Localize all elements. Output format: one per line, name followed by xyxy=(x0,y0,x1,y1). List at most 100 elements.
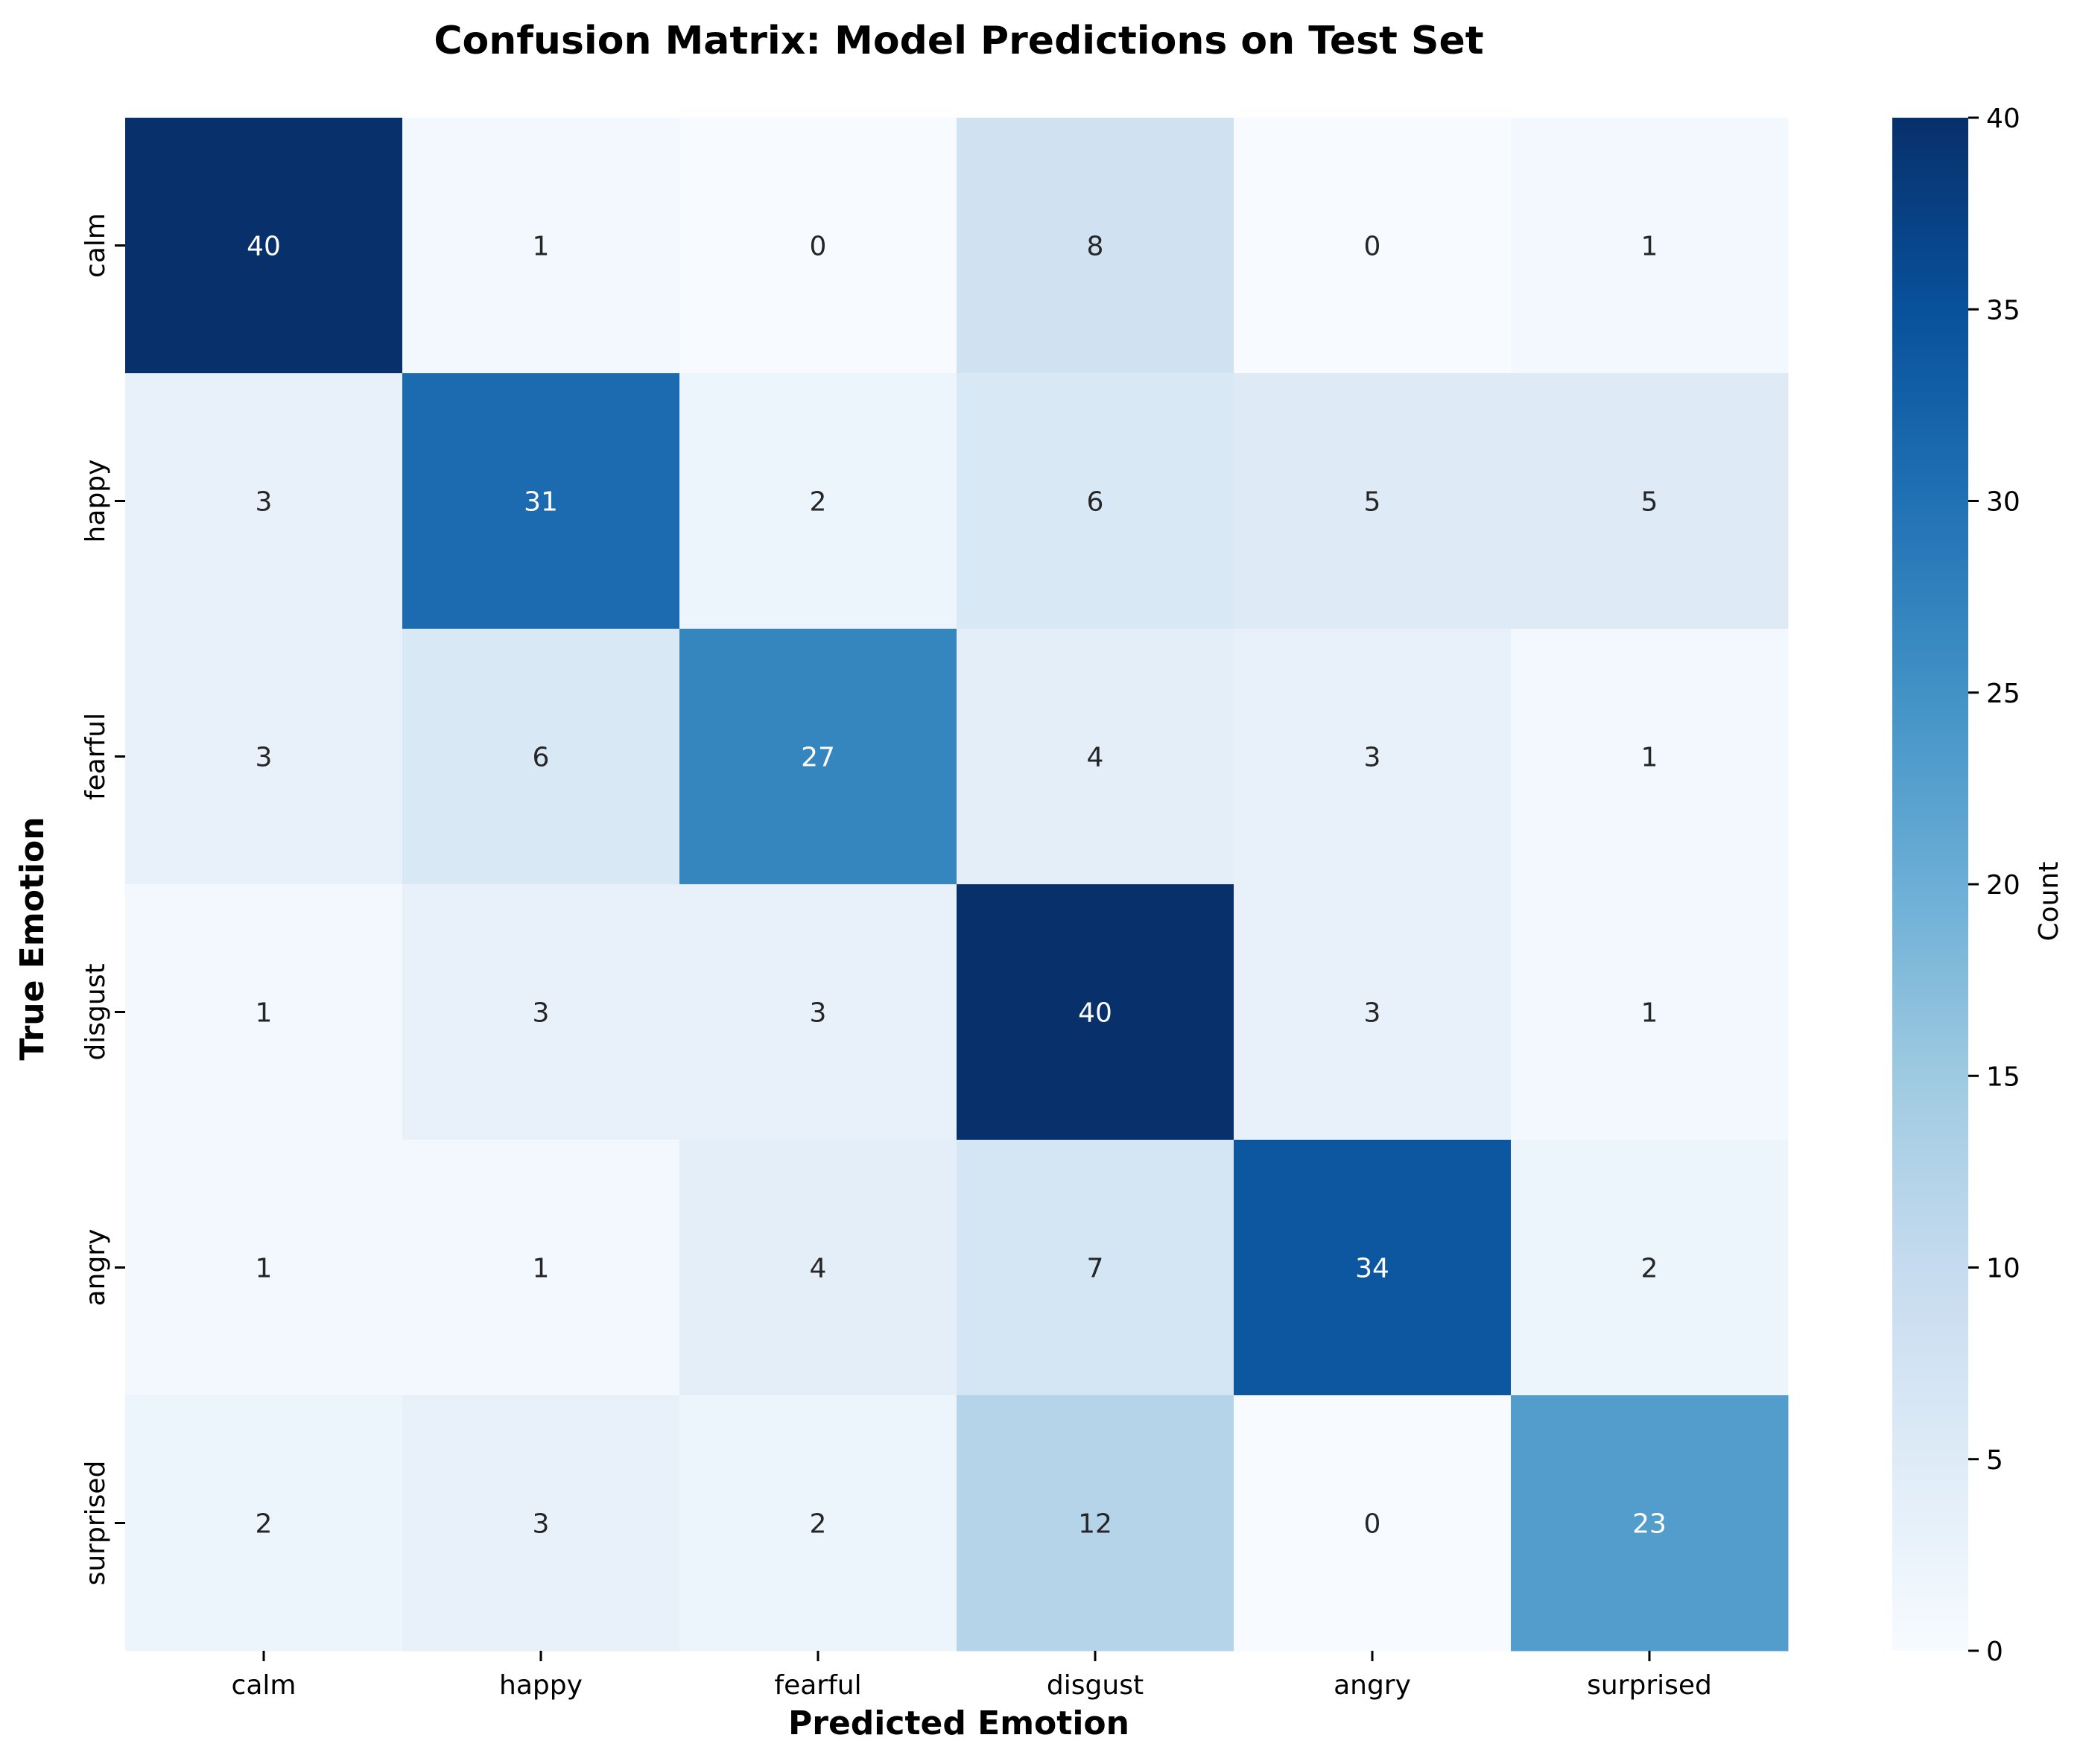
cell-value-label: 6 xyxy=(533,743,550,773)
cell-value-label: 3 xyxy=(256,487,273,518)
heatmap-cell xyxy=(1511,118,1789,374)
colorbar-label: Count xyxy=(2034,862,2064,942)
cell-value-label: 1 xyxy=(533,1254,550,1284)
cell-value-label: 7 xyxy=(1087,1254,1104,1284)
x-tick-label: happy xyxy=(499,1670,583,1701)
x-tick-label: surprised xyxy=(1587,1670,1712,1701)
x-tick-label: fearful xyxy=(774,1670,861,1701)
colorbar-tick-label: 15 xyxy=(1986,1062,2020,1092)
cell-value-label: 3 xyxy=(1364,998,1381,1029)
cell-value-label: 3 xyxy=(810,998,827,1029)
colorbar-tick-label: 0 xyxy=(1986,1637,2003,1667)
cell-value-label: 40 xyxy=(247,232,281,262)
colorbar-tick-label: 35 xyxy=(1986,295,2020,326)
heatmap-cell xyxy=(679,1140,957,1396)
heatmap-cell xyxy=(125,629,403,885)
heatmap-cell xyxy=(402,373,680,629)
y-tick-label: happy xyxy=(80,460,111,543)
cell-value-label: 0 xyxy=(1364,1509,1381,1540)
cell-value-label: 1 xyxy=(256,1254,273,1284)
colorbar-tick-label: 25 xyxy=(1986,679,2020,709)
colorbar-tick-label: 30 xyxy=(1986,487,2020,518)
x-axis-label: Predicted Emotion xyxy=(788,1704,1129,1742)
cell-value-label: 0 xyxy=(1364,232,1381,262)
heatmap-cell xyxy=(1511,373,1789,629)
heatmap-cell xyxy=(1234,1140,1512,1396)
cell-value-label: 3 xyxy=(1364,743,1381,773)
heatmap-cell xyxy=(1511,629,1789,885)
heatmap-cell xyxy=(679,373,957,629)
heatmap-cell xyxy=(402,1395,680,1652)
heatmap-cell xyxy=(1234,373,1512,629)
heatmap-cell xyxy=(125,884,403,1140)
x-axis-ticks: calm happy fearful disgust angry surprised xyxy=(232,1651,1712,1701)
heatmap-cell xyxy=(402,1140,680,1396)
cell-value-label: 31 xyxy=(524,487,558,518)
cell-value-label: 3 xyxy=(533,998,550,1029)
y-tick-label: fearful xyxy=(80,713,111,800)
cell-value-label: 2 xyxy=(256,1509,273,1540)
cell-value-label: 40 xyxy=(1078,998,1112,1029)
heatmap-cell xyxy=(957,1140,1234,1396)
heatmap-cell xyxy=(125,1395,403,1652)
cell-value-label: 2 xyxy=(810,487,827,518)
heatmap-grid: 40 1 0 8 0 13 31 2 6 5 53 6 27 4 3 11 3 3 40 3 11 1 4 7 34 22 3 2 12… xyxy=(125,118,1789,1652)
cell-value-label: 12 xyxy=(1078,1509,1112,1540)
heatmap-cell xyxy=(679,118,957,374)
heatmap-cell xyxy=(957,884,1234,1140)
heatmap-cell xyxy=(679,1395,957,1652)
cell-value-label: 23 xyxy=(1632,1509,1667,1540)
x-tick-label: calm xyxy=(232,1670,297,1701)
cell-value-label: 5 xyxy=(1641,487,1658,518)
heatmap-cell xyxy=(957,118,1234,374)
cell-value-label: 1 xyxy=(1641,998,1658,1029)
cell-value-label: 6 xyxy=(1087,487,1104,518)
x-tick-label: disgust xyxy=(1047,1670,1144,1701)
cell-value-label: 1 xyxy=(256,998,273,1029)
cell-value-label: 8 xyxy=(1087,232,1104,262)
x-tick-label: angry xyxy=(1334,1670,1411,1701)
heatmap-cell xyxy=(402,884,680,1140)
heatmap-cell xyxy=(402,629,680,885)
heatmap-cell xyxy=(1234,1395,1512,1652)
heatmap-cell xyxy=(679,629,957,885)
cell-value-label: 0 xyxy=(810,232,827,262)
heatmap-cell xyxy=(1234,629,1512,885)
colorbar-tick-label: 10 xyxy=(1986,1254,2020,1284)
cell-value-label: 1 xyxy=(1641,232,1658,262)
heatmap-cell xyxy=(125,373,403,629)
colorbar-tick-label: 40 xyxy=(1986,104,2020,134)
cell-value-label: 3 xyxy=(256,743,273,773)
cell-value-label: 1 xyxy=(533,232,550,262)
y-tick-label: angry xyxy=(80,1229,111,1307)
colorbar-tick-label: 20 xyxy=(1986,870,2020,901)
heatmap-cell xyxy=(125,118,403,374)
heatmap-cell xyxy=(1511,1140,1789,1396)
heatmap-cell xyxy=(1511,884,1789,1140)
y-tick-label: calm xyxy=(80,213,111,278)
cell-value-label: 34 xyxy=(1355,1254,1389,1284)
colorbar-gradient xyxy=(1892,118,1968,1651)
heatmap-cell xyxy=(402,118,680,374)
chart-title: Confusion Matrix: Model Predictions on T… xyxy=(434,19,1483,63)
y-axis-label: True Emotion xyxy=(13,816,51,1060)
heatmap-cell xyxy=(1511,1395,1789,1652)
heatmap-cell xyxy=(957,629,1234,885)
cell-value-label: 3 xyxy=(533,1509,550,1540)
colorbar: 0 5 10 15 20 25 30 35 40 xyxy=(1892,104,2020,1667)
cell-value-label: 2 xyxy=(810,1509,827,1540)
y-tick-label: disgust xyxy=(80,963,111,1060)
cell-value-label: 2 xyxy=(1641,1254,1658,1284)
heatmap-cell xyxy=(957,373,1234,629)
colorbar-tick-label: 5 xyxy=(1986,1445,2003,1476)
cell-value-label: 5 xyxy=(1364,487,1381,518)
heatmap-cell xyxy=(957,1395,1234,1652)
cell-value-label: 1 xyxy=(1641,743,1658,773)
y-axis-ticks: calm happy fearful disgust angry surprised xyxy=(80,213,125,1585)
heatmap-cell xyxy=(679,884,957,1140)
cell-value-label: 27 xyxy=(801,743,835,773)
heatmap-cell xyxy=(125,1140,403,1396)
heatmap-cell xyxy=(1234,118,1512,374)
heatmap-cell xyxy=(1234,884,1512,1140)
